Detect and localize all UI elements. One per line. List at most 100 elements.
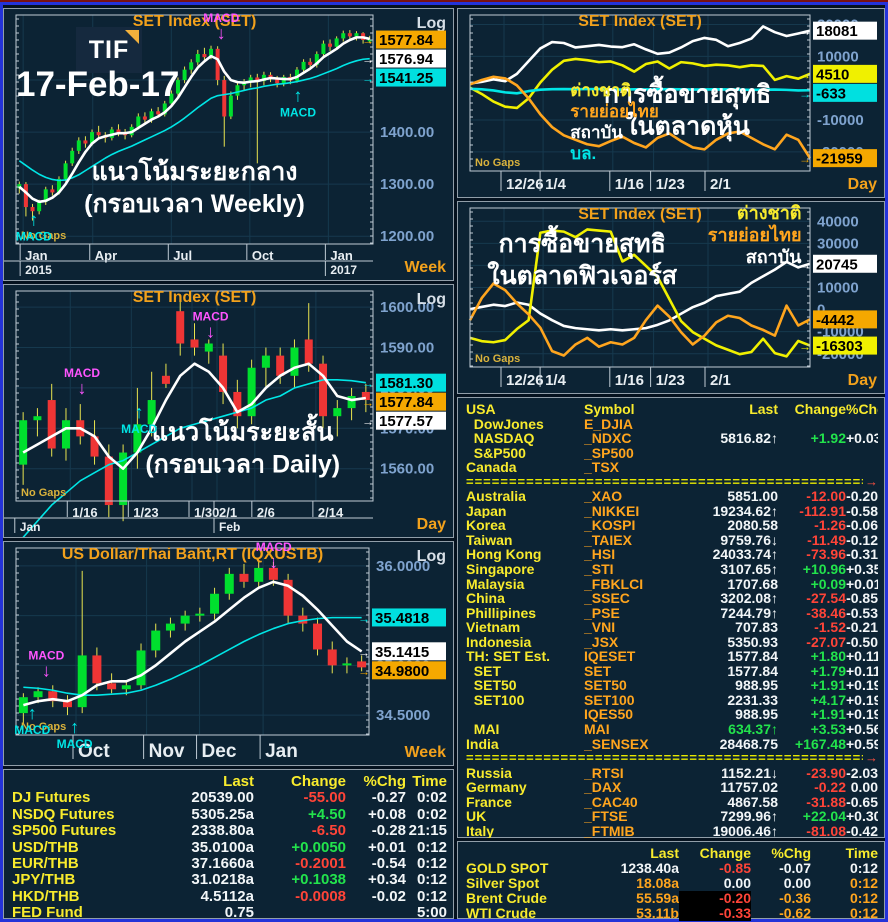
candle-up	[182, 69, 187, 81]
panel-futures-fx-quotes: Last Change %Chg Time DJ Futures 20539.00 -55.…	[3, 769, 454, 922]
candle-up	[321, 43, 326, 55]
table-cell: Australia	[466, 489, 526, 504]
table-cell: 0.75	[224, 905, 254, 922]
futures-net-trade-chart[interactable]: 400003000020000100000-10000-20000SET Ind…	[458, 202, 884, 393]
candle-up	[175, 80, 180, 94]
table-cell: -0.85	[719, 861, 751, 877]
stock-net-price-tag	[813, 21, 877, 40]
candle-up	[133, 424, 142, 453]
table-cell: SET	[466, 663, 502, 679]
macd-sell-arrow-icon: ↓	[217, 23, 226, 43]
table-cell: Italy	[466, 823, 495, 839]
stock-net-svg: 2000010000-10000-20000SET Index (SET)Day…	[469, 13, 877, 193]
y-axis-label: 1400.00	[380, 124, 434, 141]
table-cell	[466, 707, 584, 722]
candle-up	[119, 452, 128, 506]
table-cell: 37.1660a	[191, 856, 254, 873]
table-cell: Russia	[466, 765, 512, 781]
candle-down	[233, 391, 242, 417]
panel-futures-net-trade: 400003000020000100000-10000-20000SET Ind…	[457, 201, 885, 394]
table-cell: -31.88	[806, 794, 846, 810]
table-cell: 988.95	[735, 707, 778, 723]
table-cell: 0.00	[723, 876, 751, 892]
y-axis-label: 10000	[817, 280, 859, 297]
period-label: Week	[404, 259, 446, 276]
table-cell: 0:12	[416, 872, 447, 889]
price-tag-value: -633	[816, 85, 846, 102]
stock-net-price-tag	[813, 83, 877, 102]
table-cell: 0.00	[783, 876, 811, 892]
table-cell: 7244.79↑	[720, 605, 778, 621]
macd-sell-arrow-icon: ↓	[78, 378, 87, 398]
table-cell: _SSEC	[584, 591, 630, 606]
price-tag-arrow-icon: →	[362, 53, 374, 67]
table-cell: +3.53	[810, 722, 846, 737]
set-daily-title: SET Index (SET)	[133, 289, 257, 306]
no-gaps-label: No Gaps	[21, 721, 66, 733]
table-cell: Germany	[466, 780, 527, 795]
chart-caption: แนวโน้มระยะกลาง	[92, 156, 298, 186]
price-tag-value: 1581.30	[379, 375, 433, 392]
stock-net-trade-chart[interactable]: 2000010000-10000-20000SET Index (SET)Day…	[458, 9, 884, 197]
macd-label: MACD	[121, 422, 157, 436]
table-cell: 0:12	[849, 876, 878, 892]
table-cell: 5816.82↑	[720, 431, 778, 446]
x-axis-label: 2/14	[318, 505, 344, 520]
x-axis-label: 1/23	[656, 176, 685, 193]
table-cell: -0.12	[846, 532, 878, 548]
set-weekly-title: SET Index (SET)	[133, 13, 257, 30]
column-header: Last	[650, 846, 679, 861]
table-cell: 21:15	[408, 823, 447, 840]
table-cell: Phillipines	[466, 605, 537, 621]
macd-sell-arrow-icon: ↓	[206, 321, 215, 341]
ma-slow-line	[18, 57, 370, 182]
candle-up	[333, 408, 342, 417]
y-axis-label: 0	[817, 302, 825, 319]
table-cell: NSDQ Futures	[12, 806, 115, 823]
table-cell: 5305.25a	[191, 806, 254, 823]
y-axis-label: 10000	[817, 48, 859, 65]
candle-down	[96, 132, 101, 136]
table-cell: -0.31	[846, 547, 878, 563]
candle-up	[149, 111, 154, 120]
table-cell: -38.46	[806, 605, 846, 621]
set-weekly-price-tag	[376, 30, 446, 49]
table-cell: +0.03	[846, 431, 878, 446]
table-cell: Indonesia	[466, 634, 532, 650]
table-cell: SET	[584, 663, 612, 679]
x-axis-label: Oct	[78, 741, 110, 762]
table-cell: FED Fund	[12, 905, 83, 922]
column-header: Change	[290, 774, 346, 790]
table-cell: EUR/THB	[12, 856, 79, 873]
candle-down	[48, 691, 58, 702]
price-tag-value: 1576.94	[379, 51, 434, 68]
price-tag-value: 1541.25	[379, 70, 433, 87]
table-cell: SET100	[466, 692, 525, 708]
candle-up	[224, 573, 234, 594]
price-tag-arrow-icon: →	[799, 340, 811, 354]
table-cell: SP500 Futures	[12, 823, 117, 840]
table-cell: +0.01	[846, 576, 878, 592]
table-cell: 0:12	[849, 861, 878, 877]
table-cell: 1577.84	[727, 649, 778, 664]
price-tag-value: 1577.57	[379, 413, 433, 430]
chart-caption: การซื้อขายสุทธิ	[499, 224, 666, 260]
candle-up	[70, 150, 75, 164]
macd-buy-arrow-icon: ↑	[135, 402, 144, 422]
table-cell: 4867.58	[727, 794, 778, 810]
chart-caption: ในตลาดฟิวเจอร์ส	[487, 260, 677, 290]
column-header: %Chg	[771, 846, 811, 861]
candle-down	[62, 701, 72, 708]
candle-up	[76, 140, 81, 151]
table-cell: 3202.08↑	[720, 591, 778, 606]
stock-net-series-thai-retail	[469, 75, 812, 159]
column-header: Time	[412, 774, 447, 790]
candle-down	[275, 77, 280, 84]
candle-down	[298, 615, 308, 624]
table-cell: 53.11b	[636, 906, 679, 922]
price-tag-value: 18081	[816, 23, 858, 40]
table-cell: 5:00	[416, 905, 447, 922]
